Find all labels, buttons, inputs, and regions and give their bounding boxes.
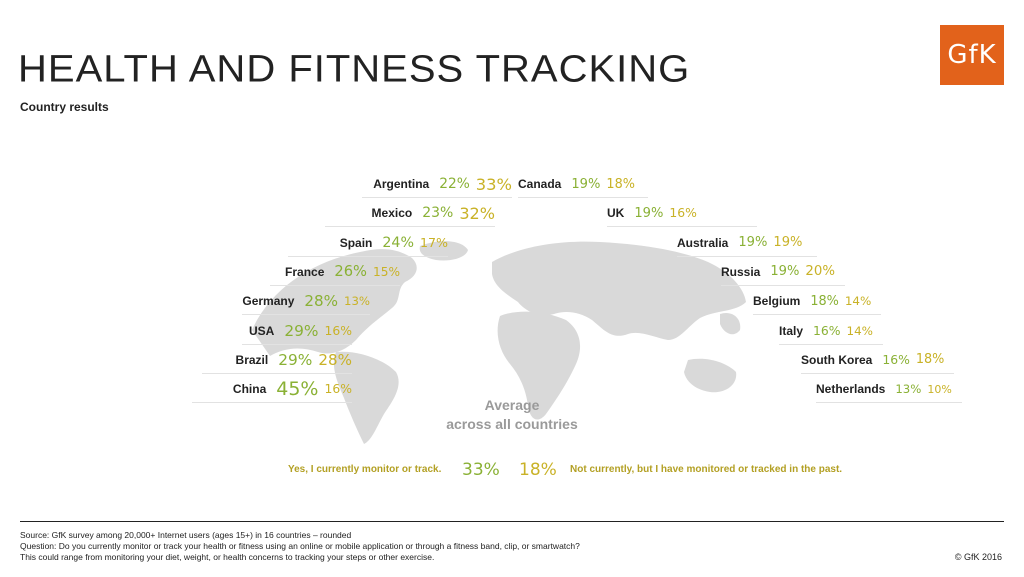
country-name: UK xyxy=(607,206,625,221)
country-name: Spain xyxy=(339,235,373,250)
past-value: 13% xyxy=(344,294,370,309)
country-name: Italy xyxy=(779,323,804,338)
past-value: 18% xyxy=(915,352,945,368)
current-value: 16% xyxy=(882,352,910,367)
past-value: 20% xyxy=(805,264,835,280)
row-underline xyxy=(607,226,757,228)
row-underline xyxy=(202,372,352,374)
past-value: 14% xyxy=(846,323,873,338)
row-underline xyxy=(242,343,352,345)
country-name: Belgium xyxy=(753,294,801,309)
current-value: 16% xyxy=(813,323,841,338)
row-underline xyxy=(677,255,817,257)
country-row-usa: USA 29% 16% xyxy=(242,320,352,345)
average-label: Average across all countries xyxy=(430,396,594,434)
past-value: 17% xyxy=(419,235,448,251)
current-value: 13% xyxy=(895,382,922,397)
country-row-belgium: Belgium 18% 14% xyxy=(753,290,882,316)
country-name: Mexico xyxy=(371,206,413,221)
current-value: 26% xyxy=(334,263,367,281)
current-value: 18% xyxy=(810,293,839,309)
country-name: Canada xyxy=(518,177,562,191)
country-row-canada: Canada 19% 18% xyxy=(518,173,648,198)
legend-current: Yes, I currently monitor or track. xyxy=(288,464,442,475)
page-title: HEALTH AND FITNESS TRACKING xyxy=(18,48,691,90)
country-name: France xyxy=(285,264,325,279)
country-row-uk: UK 19% 16% xyxy=(607,202,757,228)
row-underline xyxy=(753,314,882,316)
row-underline xyxy=(192,402,352,404)
country-row-france: France 26% 15% xyxy=(270,261,400,286)
past-value: 33% xyxy=(475,174,512,194)
country-row-russia: Russia 19% 20% xyxy=(721,261,845,286)
current-value: 19% xyxy=(571,176,601,192)
row-underline xyxy=(325,226,495,228)
country-row-germany: Germany 28% 13% xyxy=(242,290,370,316)
average-current-value: 33% xyxy=(462,460,500,480)
footer-question: Question: Do you currently monitor or tr… xyxy=(20,541,580,551)
country-row-china: China 45% 16% xyxy=(192,378,352,404)
row-underline xyxy=(288,255,448,257)
country-name: Germany xyxy=(242,294,295,309)
current-value: 23% xyxy=(422,205,454,222)
row-underline xyxy=(779,343,883,345)
row-underline xyxy=(270,284,400,286)
gfk-logo: GfK xyxy=(940,25,1004,85)
average-label-line2: across all countries xyxy=(446,416,578,432)
current-value: 19% xyxy=(770,264,800,280)
country-row-mexico: Mexico 23% 32% xyxy=(325,202,495,228)
past-value: 18% xyxy=(606,176,635,192)
row-underline xyxy=(518,197,648,198)
past-value: 14% xyxy=(844,294,872,309)
country-name: USA xyxy=(249,323,275,338)
past-value: 15% xyxy=(373,264,400,279)
row-underline xyxy=(362,197,512,198)
legend-past: Not currently, but I have monitored or t… xyxy=(570,464,843,475)
country-row-argentina: Argentina 22% 33% xyxy=(362,173,512,198)
country-name: Netherlands xyxy=(816,382,886,397)
country-row-spain: Spain 24% 17% xyxy=(288,232,448,257)
average-label-line1: Average xyxy=(484,397,540,413)
current-value: 19% xyxy=(738,235,768,251)
past-value: 16% xyxy=(669,206,697,221)
country-name: Argentina xyxy=(373,177,430,191)
country-name: Australia xyxy=(677,235,729,250)
average-past-value: 18% xyxy=(519,460,557,480)
past-value: 28% xyxy=(318,350,352,369)
row-underline xyxy=(801,372,955,374)
past-value: 16% xyxy=(324,382,352,397)
current-value: 45% xyxy=(276,378,319,401)
current-value: 29% xyxy=(284,321,319,340)
current-value: 24% xyxy=(382,234,414,251)
past-value: 32% xyxy=(459,203,495,223)
country-name: Brazil xyxy=(235,352,269,367)
country-row-italy: Italy 16% 14% xyxy=(779,320,883,345)
current-value: 22% xyxy=(439,176,470,192)
past-value: 10% xyxy=(927,382,952,396)
footer-source: Source: GfK survey among 20,000+ Interne… xyxy=(20,530,352,540)
current-value: 28% xyxy=(304,292,339,311)
row-underline xyxy=(721,284,845,286)
country-name: China xyxy=(232,382,267,397)
country-row-brazil: Brazil 29% 28% xyxy=(202,349,352,374)
footer-copyright: © GfK 2016 xyxy=(954,552,1002,562)
country-name: South Korea xyxy=(801,352,873,367)
country-name: Russia xyxy=(721,264,761,279)
footer-divider xyxy=(20,521,1004,522)
row-underline xyxy=(816,402,962,404)
row-underline xyxy=(242,314,370,316)
page-subtitle: Country results xyxy=(20,100,109,114)
country-row-south-korea: South Korea 16% 18% xyxy=(801,349,955,374)
past-value: 19% xyxy=(773,235,803,251)
current-value: 29% xyxy=(278,350,313,369)
country-row-netherlands: Netherlands 13% 10% xyxy=(816,378,962,404)
country-row-australia: Australia 19% 19% xyxy=(677,232,817,257)
current-value: 19% xyxy=(634,205,664,221)
footer-note: This could range from monitoring your di… xyxy=(20,552,435,562)
past-value: 16% xyxy=(324,323,352,338)
